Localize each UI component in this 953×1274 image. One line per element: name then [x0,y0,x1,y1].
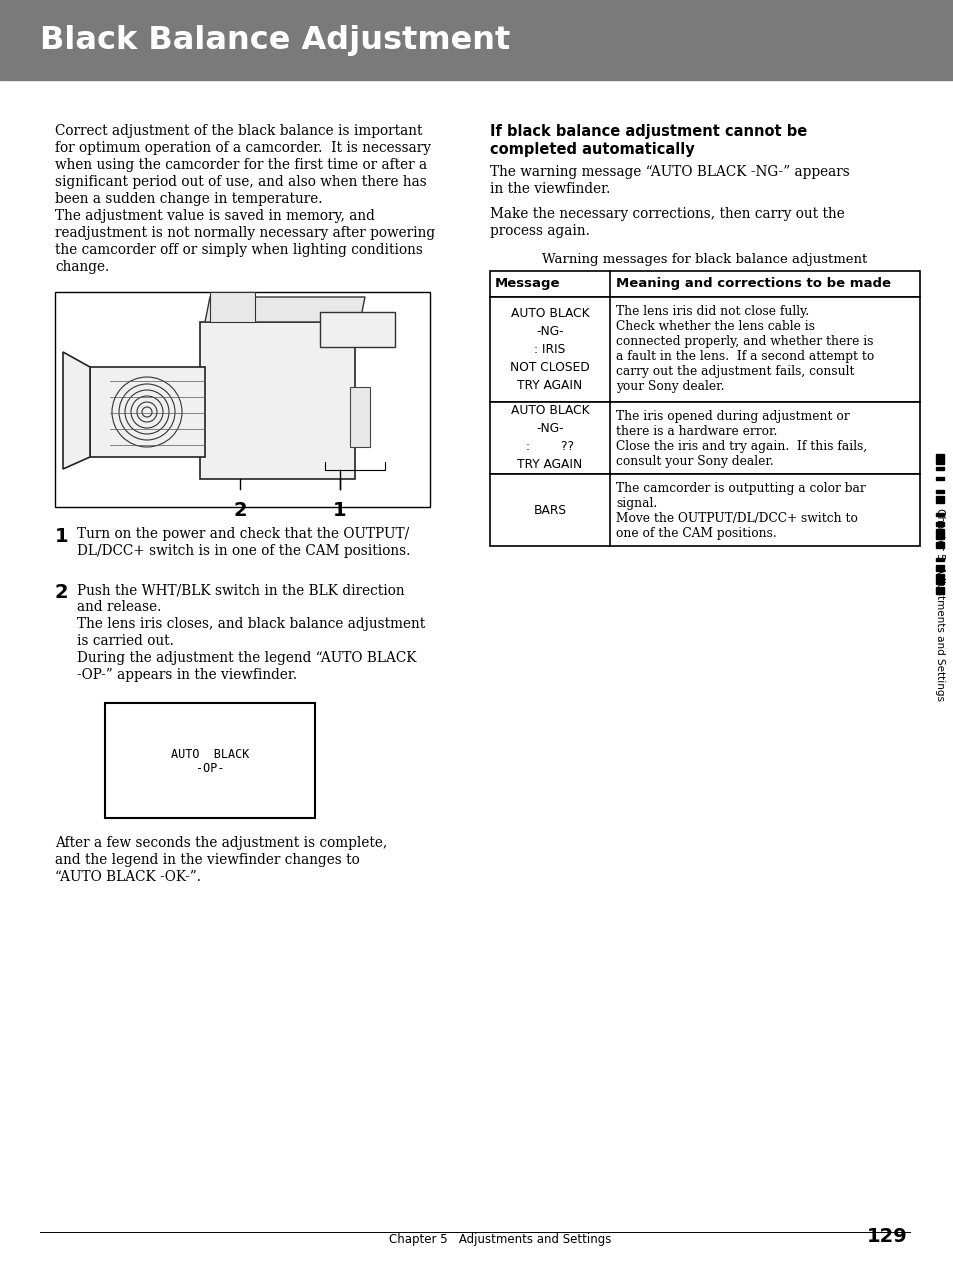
Text: AUTO BLACK
-NG-
:        ??
TRY AGAIN: AUTO BLACK -NG- : ?? TRY AGAIN [510,405,589,471]
Bar [935,541,943,548]
Text: The iris opened during adjustment or: The iris opened during adjustment or [616,410,849,423]
Polygon shape [205,297,365,322]
Text: Chapter 5  Adjustments and Settings: Chapter 5 Adjustments and Settings [934,507,944,701]
Bar [490,297,919,403]
Text: Push the WHT/BLK switch in the BLK direction: Push the WHT/BLK switch in the BLK direc… [77,583,404,598]
Text: BARS: BARS [533,503,566,516]
Text: when using the camcorder for the first time or after a: when using the camcorder for the first t… [55,158,427,172]
Text: change.: change. [55,260,110,274]
Text: 129: 129 [866,1227,907,1246]
Text: Meaning and corrections to be made: Meaning and corrections to be made [616,278,890,290]
Text: signal.: signal. [616,497,657,510]
Text: Message: Message [495,278,560,290]
Text: been a sudden change in temperature.: been a sudden change in temperature. [55,192,322,206]
Text: the camcorder off or simply when lighting conditions: the camcorder off or simply when lightin… [55,243,422,257]
Text: The camcorder is outputting a color bar: The camcorder is outputting a color bar [616,482,864,496]
Text: 1: 1 [55,527,69,547]
Text: there is a hardware error.: there is a hardware error. [616,426,777,438]
Bar [490,271,919,297]
Text: process again.: process again. [490,224,589,238]
Bar [935,587,943,594]
Bar [935,476,943,480]
Bar [105,703,314,818]
Text: Make the necessary corrections, then carry out the: Make the necessary corrections, then car… [490,206,843,220]
Text: Black Balance Adjustment: Black Balance Adjustment [40,24,510,56]
Text: your Sony dealer.: your Sony dealer. [616,380,723,392]
Bar [935,454,943,464]
Bar [935,529,943,539]
Text: Warning messages for black balance adjustment: Warning messages for black balance adjus… [542,254,866,266]
Text: Correct adjustment of the black balance is important: Correct adjustment of the black balance … [55,124,422,138]
Text: significant period out of use, and also when there has: significant period out of use, and also … [55,175,426,189]
Text: After a few seconds the adjustment is complete,: After a few seconds the adjustment is co… [55,836,387,850]
Text: During the adjustment the legend “AUTO BLACK: During the adjustment the legend “AUTO B… [77,651,416,665]
Text: a fault in the lens.  If a second attempt to: a fault in the lens. If a second attempt… [616,350,873,363]
Text: The adjustment value is saved in memory, and: The adjustment value is saved in memory,… [55,209,375,223]
Text: “AUTO BLACK -OK-”.: “AUTO BLACK -OK-”. [55,870,201,884]
Text: one of the CAM positions.: one of the CAM positions. [616,527,776,540]
Bar [935,575,943,585]
Bar [200,322,355,479]
Text: and the legend in the viewfinder changes to: and the legend in the viewfinder changes… [55,854,359,868]
Bar [935,522,943,526]
Text: DL/DCC+ switch is in one of the CAM positions.: DL/DCC+ switch is in one of the CAM posi… [77,544,410,558]
Text: is carried out.: is carried out. [77,634,173,648]
Bar [935,512,943,516]
Bar [55,292,430,507]
Text: in the viewfinder.: in the viewfinder. [490,182,610,196]
Bar [935,564,943,571]
Text: Close the iris and try again.  If this fails,: Close the iris and try again. If this fa… [616,440,866,454]
Text: The lens iris closes, and black balance adjustment: The lens iris closes, and black balance … [77,617,425,631]
Text: for optimum operation of a camcorder.  It is necessary: for optimum operation of a camcorder. It… [55,141,431,155]
Text: Turn on the power and check that the OUTPUT/: Turn on the power and check that the OUT… [77,527,409,541]
Bar [0,0,953,80]
Bar [935,468,943,470]
Text: connected properly, and whether there is: connected properly, and whether there is [616,335,873,348]
Text: The lens iris did not close fully.: The lens iris did not close fully. [616,304,808,318]
Text: -OP-” appears in the viewfinder.: -OP-” appears in the viewfinder. [77,668,296,682]
Text: Chapter 5   Adjustments and Settings: Chapter 5 Adjustments and Settings [389,1233,611,1246]
Text: 2: 2 [55,583,69,603]
Bar [319,312,395,347]
Polygon shape [63,352,90,469]
Bar [350,387,370,447]
Text: If black balance adjustment cannot be: If black balance adjustment cannot be [490,124,806,139]
Text: AUTO  BLACK: AUTO BLACK [171,748,249,762]
Text: Move the OUTPUT/DL/DCC+ switch to: Move the OUTPUT/DL/DCC+ switch to [616,512,857,525]
Bar [90,367,205,457]
Text: 1: 1 [333,501,347,520]
Text: -OP-: -OP- [195,762,224,776]
Text: completed automatically: completed automatically [490,141,694,157]
Bar [490,403,919,474]
Bar [935,497,943,503]
Bar [935,489,943,493]
Text: Check whether the lens cable is: Check whether the lens cable is [616,320,814,333]
Bar [935,558,943,562]
Text: consult your Sony dealer.: consult your Sony dealer. [616,455,773,468]
Bar [490,474,919,547]
Text: carry out the adjustment fails, consult: carry out the adjustment fails, consult [616,364,854,378]
Text: and release.: and release. [77,600,161,614]
Bar [210,292,254,322]
Text: 2: 2 [233,501,247,520]
Text: AUTO BLACK
-NG-
: IRIS
NOT CLOSED
TRY AGAIN: AUTO BLACK -NG- : IRIS NOT CLOSED TRY AG… [510,307,589,392]
Text: readjustment is not normally necessary after powering: readjustment is not normally necessary a… [55,225,435,240]
Text: The warning message “AUTO BLACK -NG-” appears: The warning message “AUTO BLACK -NG-” ap… [490,166,849,180]
